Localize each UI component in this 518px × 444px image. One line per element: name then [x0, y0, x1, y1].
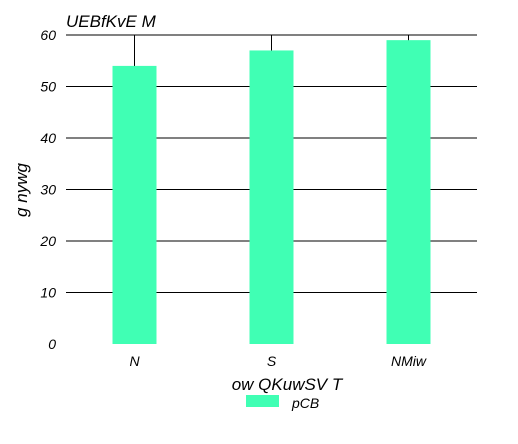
y-tick-label: 10 [40, 285, 56, 301]
bar-N [112, 65, 157, 345]
y-tick-label: 30 [40, 182, 56, 198]
y-tick-label: 20 [39, 233, 56, 249]
legend-swatch [246, 395, 279, 407]
legend: pCB [246, 395, 319, 411]
legend-label: pCB [291, 395, 319, 411]
y-tick-labels: 0 10 20 30 40 50 60 [39, 27, 56, 352]
x-axis-label: ow QKuwSV T [232, 375, 344, 394]
chart-title: UEBfKvE M [66, 12, 157, 31]
y-tick-label: 50 [40, 79, 56, 95]
y-tick-label: 0 [48, 336, 56, 352]
y-tick-label: 40 [40, 130, 56, 146]
x-tick-label: S [267, 353, 277, 369]
bar-NMiw [386, 40, 431, 345]
x-tick-label: N [129, 353, 140, 369]
bar-S [249, 50, 294, 344]
y-tick-label: 60 [40, 27, 56, 43]
y-axis-label: g nywg [12, 163, 31, 217]
bars [112, 35, 431, 345]
x-tick-label: NMiw [391, 353, 427, 369]
x-tick-labels: N S NMiw [129, 353, 426, 369]
